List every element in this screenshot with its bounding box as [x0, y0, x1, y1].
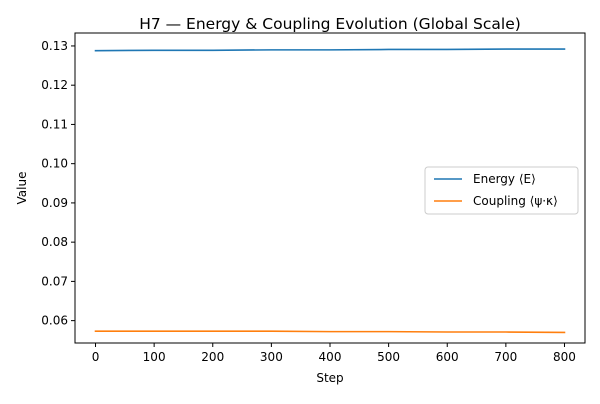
legend: Energy ⟨E⟩ Coupling ⟨ψ·κ⟩: [424, 166, 579, 215]
y-tick-label: 0.07: [41, 274, 68, 288]
x-axis-label: Step: [316, 371, 343, 385]
series-line-0: [94, 48, 566, 52]
series-layer: [94, 48, 566, 334]
x-tick-label: 0: [92, 350, 100, 364]
chart-title: H7 — Energy & Coupling Evolution (Global…: [139, 15, 521, 33]
x-tick-label: 400: [319, 350, 342, 364]
x-tick-label: 600: [436, 350, 459, 364]
y-tick-label: 0.13: [41, 39, 68, 53]
y-axis: 0.06 0.07 0.08 0.09 0.10 0.11 0.12 0.13: [41, 39, 75, 328]
y-tick-label: 0.06: [41, 314, 68, 328]
y-tick-label: 0.09: [41, 196, 68, 210]
x-tick-label: 100: [143, 350, 166, 364]
y-axis-label: Value: [15, 172, 29, 205]
legend-label-1: Coupling ⟨ψ·κ⟩: [473, 194, 558, 208]
x-tick-label: 800: [553, 350, 576, 364]
series-line-1: [94, 330, 566, 334]
x-axis: 0 100 200 300 400 500 600 700 800: [92, 343, 576, 364]
y-tick-label: 0.11: [41, 117, 68, 131]
legend-label-0: Energy ⟨E⟩: [473, 172, 536, 186]
x-tick-label: 200: [201, 350, 224, 364]
x-tick-label: 300: [260, 350, 283, 364]
x-tick-label: 500: [377, 350, 400, 364]
legend-box: [424, 166, 579, 215]
y-tick-label: 0.10: [41, 157, 68, 171]
y-tick-label: 0.08: [41, 235, 68, 249]
y-tick-label: 0.12: [41, 78, 68, 92]
x-tick-label: 700: [494, 350, 517, 364]
